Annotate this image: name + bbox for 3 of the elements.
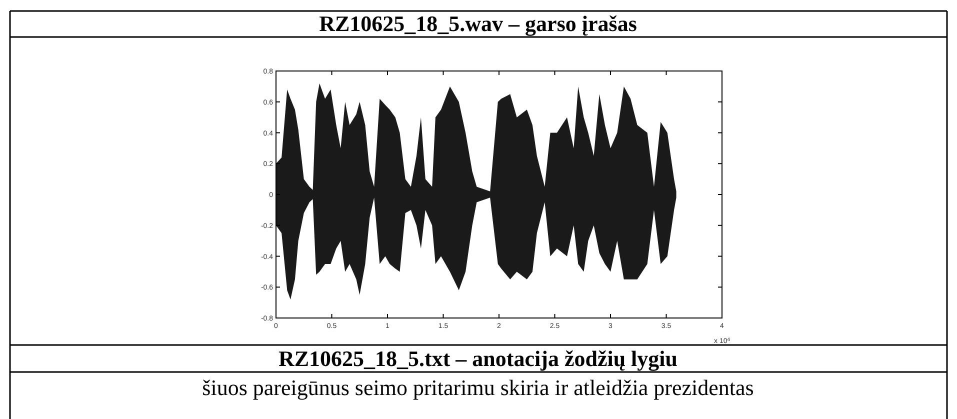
chart-title: RZ10625_18_5.wav – garso įrašas [319,11,638,36]
text: šiuos pareigūnus seimo pritarimu skiria ir atleidžia prezidentas [202,375,754,400]
text: RZ10625_18_5.txt – anotacija žodžių lygiu [278,346,678,371]
